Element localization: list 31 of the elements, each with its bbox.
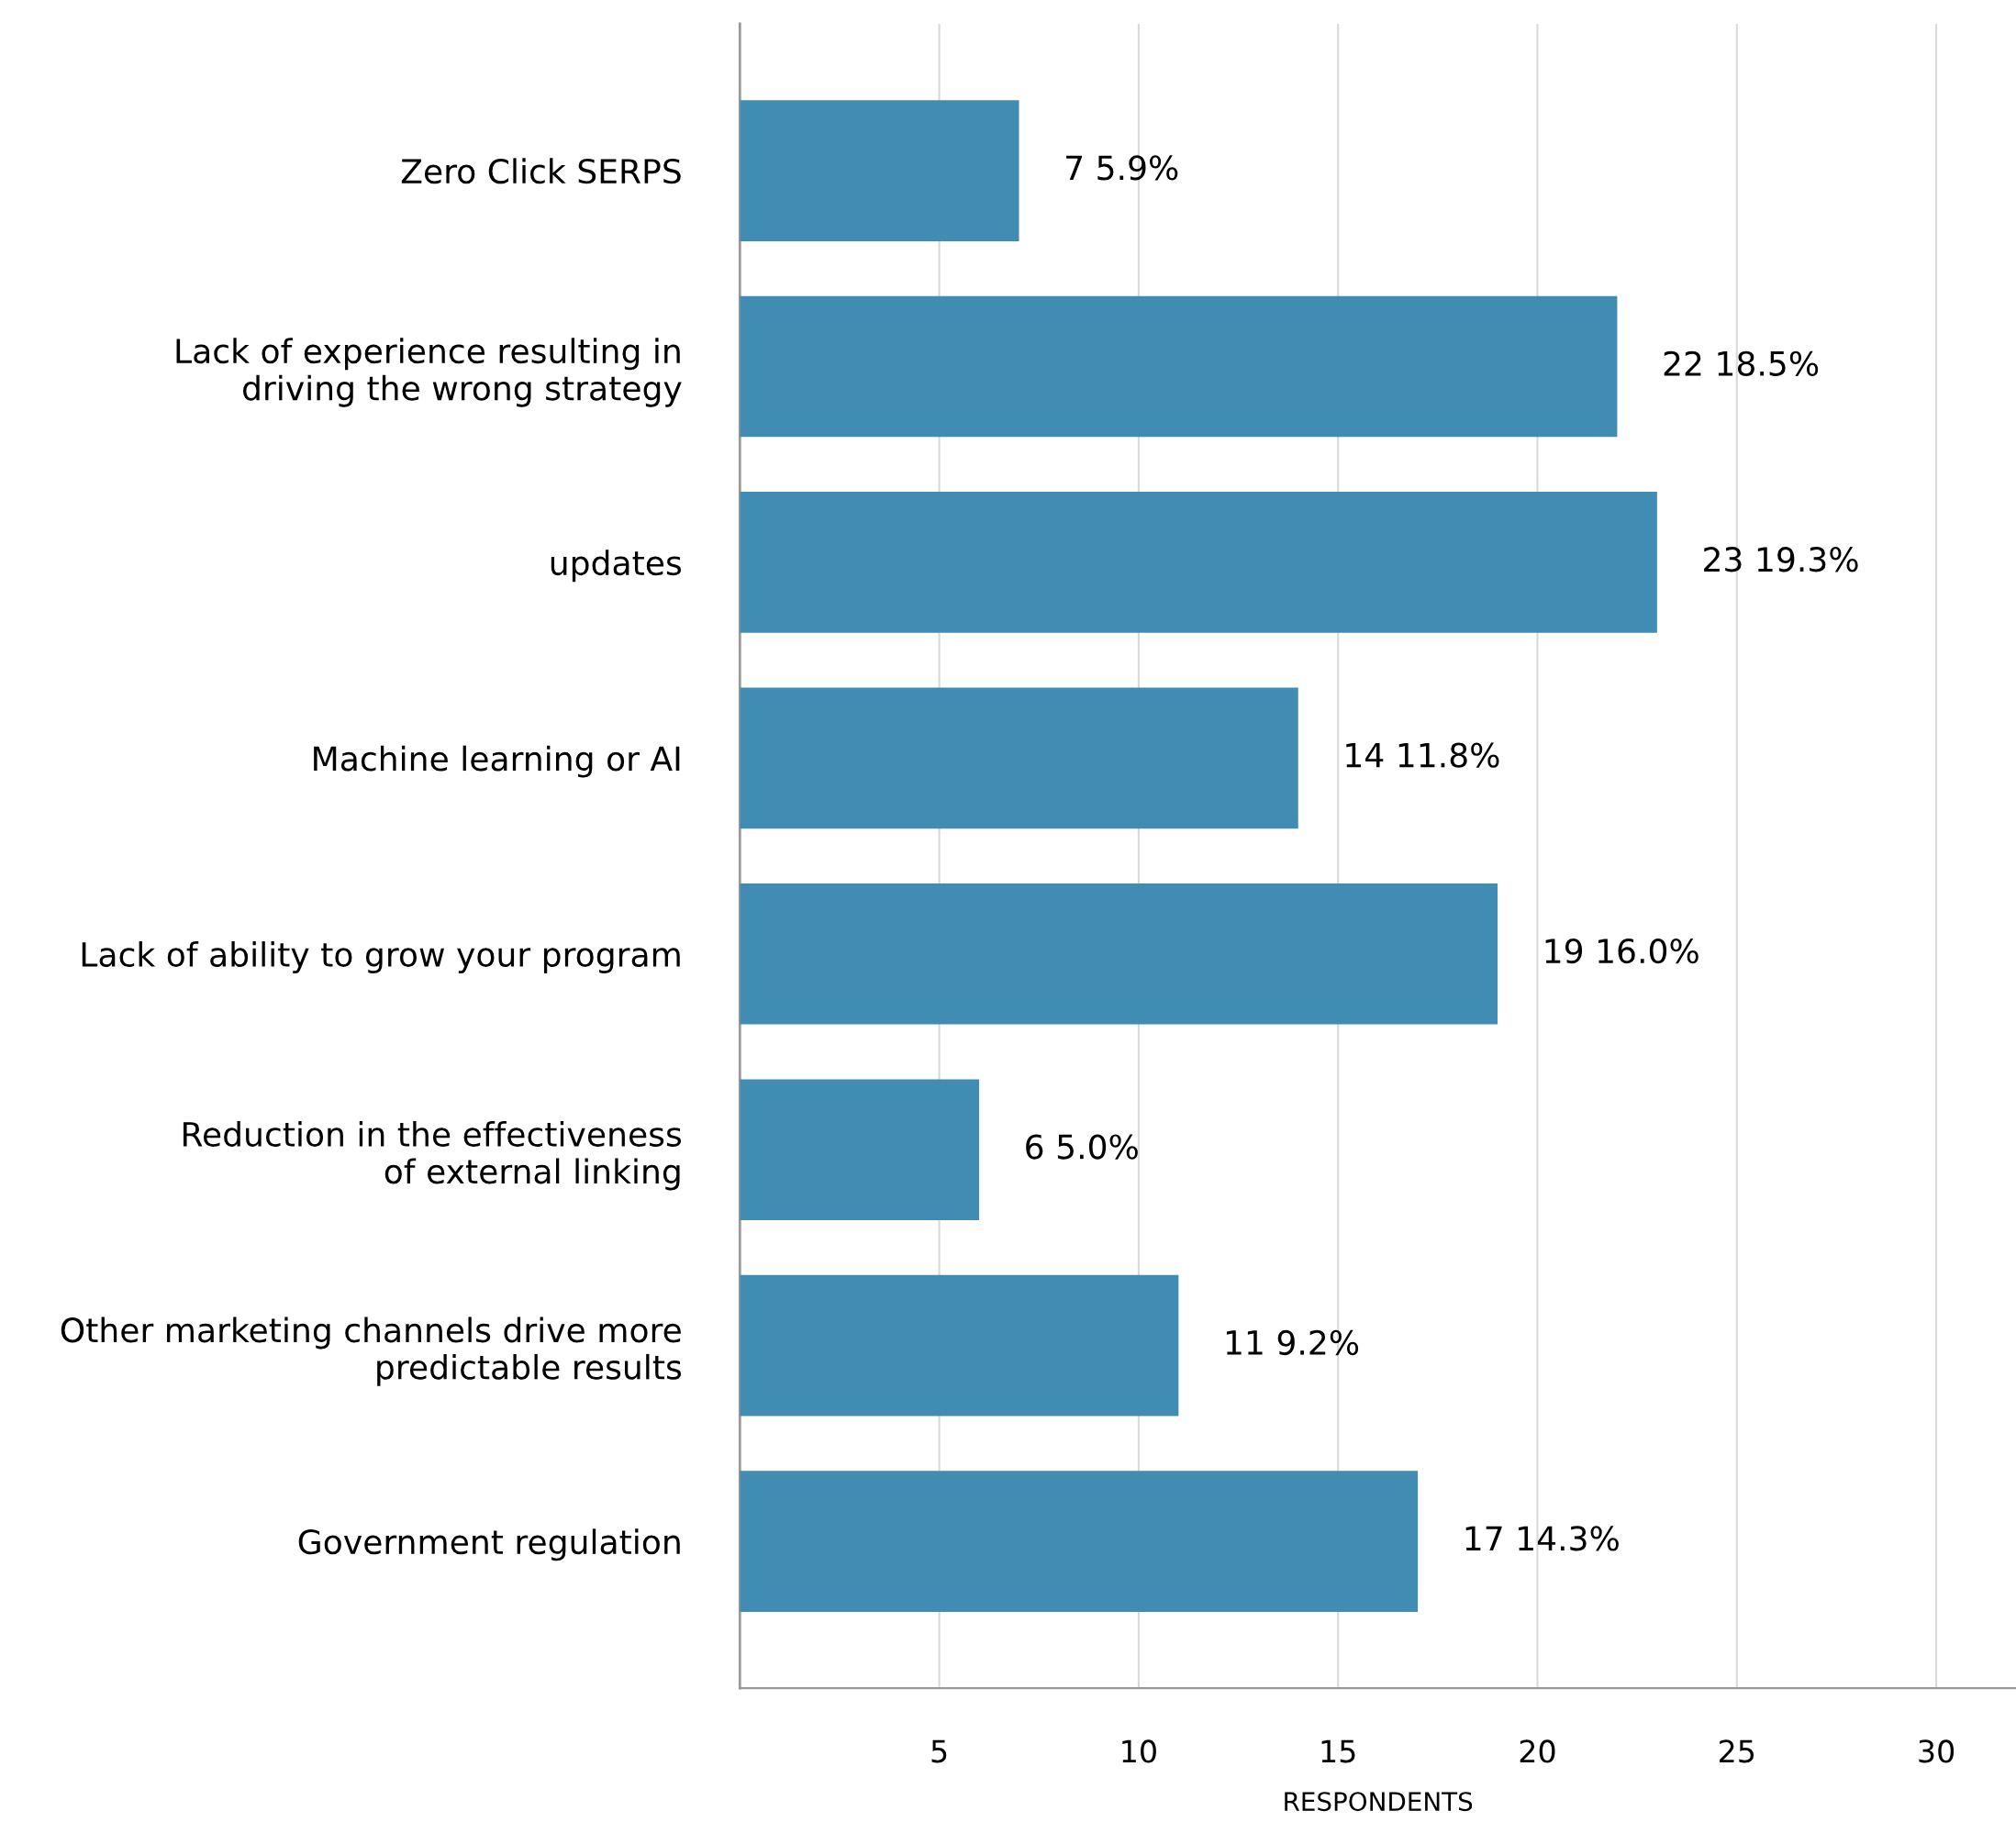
x-tick-label: 25 xyxy=(1720,1739,1754,1763)
x-tick-label: 30 xyxy=(1919,1739,1955,1763)
x-tick-label: 20 xyxy=(1520,1739,1555,1763)
x-tick-label: 10 xyxy=(1122,1739,1156,1763)
bar xyxy=(740,883,1498,1025)
x-tick-label: 5 xyxy=(931,1739,947,1763)
data-label: 6 5.0% xyxy=(1026,1134,1138,1160)
data-label: 7 5.9% xyxy=(1066,155,1178,181)
data-label: 23 19.3% xyxy=(1704,547,1858,572)
y-tick-label: Lack of ability to grow your program xyxy=(82,941,680,974)
data-label: 22 18.5% xyxy=(1664,350,1819,376)
y-tick-label: Machine learning or AI xyxy=(314,745,680,778)
data-label: 14 11.8% xyxy=(1346,742,1499,768)
data-label: 19 16.0% xyxy=(1545,938,1699,964)
bar xyxy=(740,1079,980,1221)
bar xyxy=(740,687,1298,829)
data-label: 17 14.3% xyxy=(1465,1526,1619,1551)
bar xyxy=(740,1471,1419,1612)
y-tick-label: Other marketing channels drive more predictable results xyxy=(61,1316,682,1386)
bar xyxy=(740,295,1618,438)
y-tick-label: Zero Click SERPS xyxy=(401,158,681,184)
bar xyxy=(740,492,1657,633)
bar xyxy=(740,100,1019,241)
data-label: 11 9.2% xyxy=(1226,1329,1359,1356)
y-tick-label: Government regulation xyxy=(298,1528,680,1561)
x-axis-title: RESPONDENTS xyxy=(1285,1792,1473,1812)
y-tick-label: updates xyxy=(551,550,682,583)
x-tick-label: 15 xyxy=(1321,1739,1355,1763)
bar xyxy=(740,1274,1179,1416)
y-tick-label: Lack of experience resulting in driving the wrong strategy xyxy=(176,338,682,407)
y-tick-label: Reduction in the effectiveness of external linking xyxy=(183,1121,682,1191)
